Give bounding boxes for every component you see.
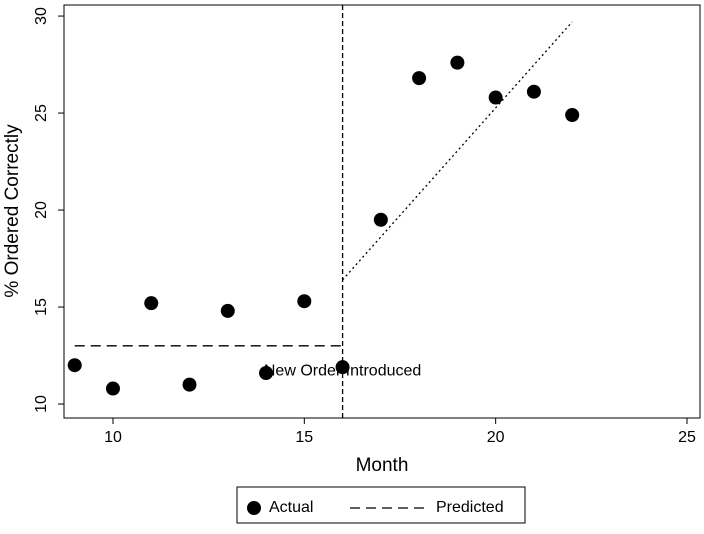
point bbox=[488, 90, 503, 105]
point bbox=[182, 377, 197, 392]
legend-label: Actual bbox=[269, 499, 313, 516]
plot-frame bbox=[63, 4, 701, 419]
point bbox=[220, 303, 235, 318]
point bbox=[335, 360, 350, 375]
x-tick-label: 10 bbox=[104, 429, 122, 446]
x-axis-label: Month bbox=[356, 455, 409, 476]
y-axis-label: % Ordered Correctly bbox=[2, 124, 23, 298]
point bbox=[144, 296, 159, 311]
point bbox=[565, 107, 580, 122]
point bbox=[526, 84, 541, 99]
x-tick-label: 20 bbox=[487, 429, 505, 446]
point bbox=[297, 294, 312, 309]
point bbox=[105, 381, 120, 396]
y-tick-label: 15 bbox=[33, 298, 50, 316]
y-tick-label: 25 bbox=[33, 104, 50, 122]
y-tick-label: 30 bbox=[33, 7, 50, 25]
point bbox=[450, 55, 465, 70]
legend-marker bbox=[247, 501, 261, 515]
legend-box bbox=[236, 486, 526, 524]
x-tick-label: 25 bbox=[678, 429, 696, 446]
point bbox=[373, 212, 388, 227]
legend-label: Predicted bbox=[436, 499, 504, 516]
point bbox=[412, 71, 427, 86]
y-tick-label: 10 bbox=[33, 395, 50, 413]
point bbox=[259, 365, 274, 380]
x-tick-label: 15 bbox=[295, 429, 313, 446]
point bbox=[67, 358, 82, 373]
y-tick-label: 20 bbox=[33, 201, 50, 219]
